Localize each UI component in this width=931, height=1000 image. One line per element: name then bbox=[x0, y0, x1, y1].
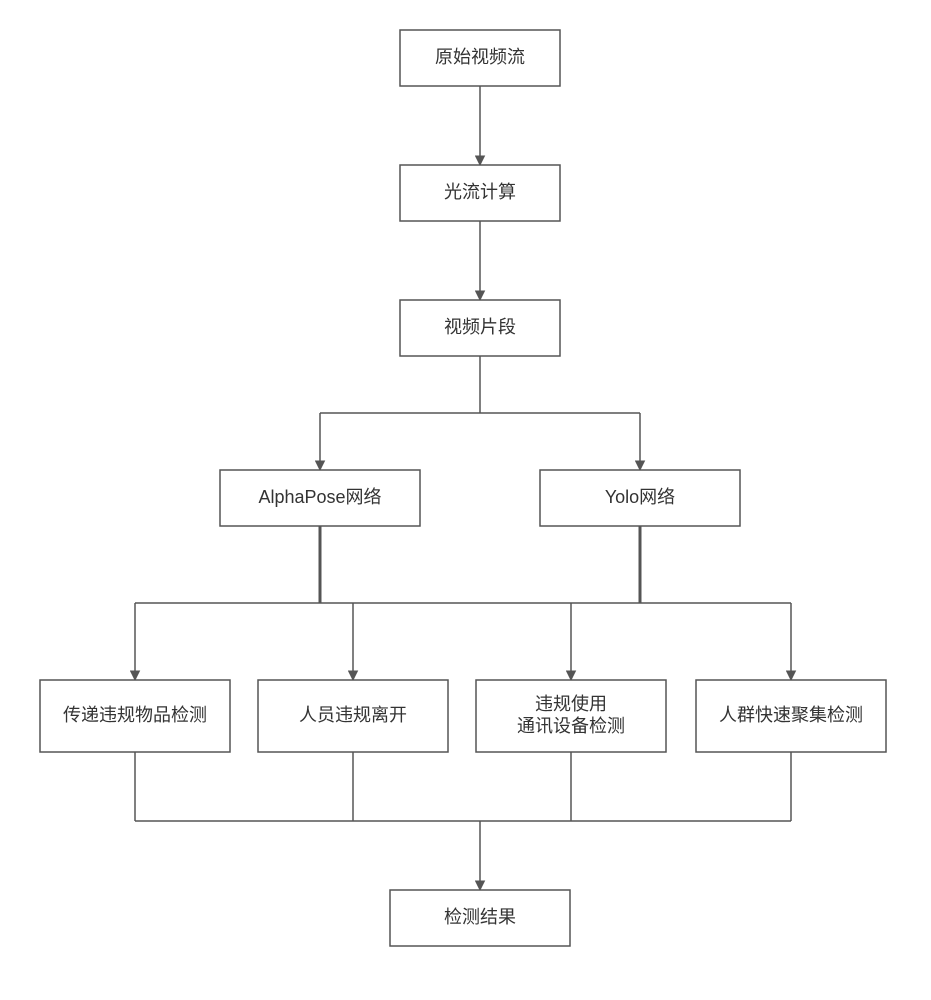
node-label-n5a: 传递违规物品检测 bbox=[63, 705, 207, 725]
node-label-n6: 检测结果 bbox=[444, 907, 516, 927]
node-label-n5c-line1: 违规使用 bbox=[535, 694, 607, 714]
node-label-n5d: 人群快速聚集检测 bbox=[719, 705, 863, 725]
node-n1: 原始视频流 bbox=[400, 30, 560, 86]
node-n2: 光流计算 bbox=[400, 165, 560, 221]
node-n5b: 人员违规离开 bbox=[258, 680, 448, 752]
node-label-n5c-line2: 通讯设备检测 bbox=[517, 716, 625, 736]
node-label-n5b: 人员违规离开 bbox=[299, 705, 407, 725]
flowchart-canvas: 原始视频流光流计算视频片段 AlphaPose网络 Yolo网络传递违规物品检测 人员… bbox=[0, 0, 931, 1000]
node-label-n4a: AlphaPose网络 bbox=[258, 487, 381, 507]
node-label-n3: 视频片段 bbox=[444, 317, 516, 337]
node-label-n2: 光流计算 bbox=[444, 182, 516, 202]
node-n6: 检测结果 bbox=[390, 890, 570, 946]
node-n3: 视频片段 bbox=[400, 300, 560, 356]
node-n5d: 人群快速聚集检测 bbox=[696, 680, 886, 752]
node-n5c: 违规使用通讯设备检测 bbox=[476, 680, 666, 752]
node-n4a: AlphaPose网络 bbox=[220, 470, 420, 526]
node-n5a: 传递违规物品检测 bbox=[40, 680, 230, 752]
node-n4b: Yolo网络 bbox=[540, 470, 740, 526]
node-label-n1: 原始视频流 bbox=[435, 47, 525, 67]
node-label-n4b: Yolo网络 bbox=[605, 487, 675, 507]
